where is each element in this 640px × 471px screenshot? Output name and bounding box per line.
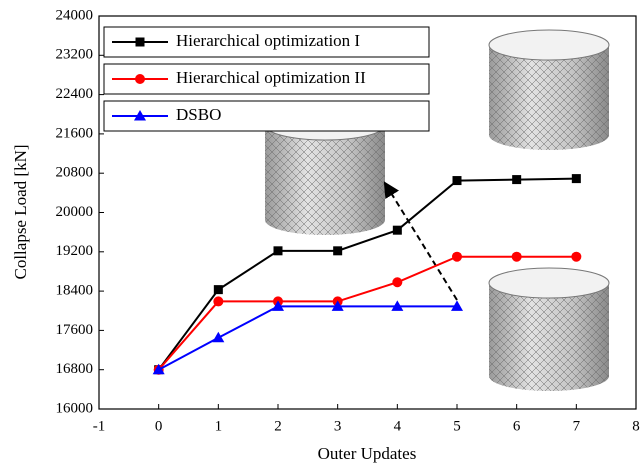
x-tick-label: 0 [155, 418, 163, 434]
marker [393, 226, 402, 235]
y-tick-label: 24000 [56, 7, 94, 23]
marker [571, 252, 581, 262]
marker [392, 277, 402, 287]
marker [212, 332, 224, 343]
marker [453, 176, 462, 185]
marker [452, 252, 462, 262]
x-tick-label: 7 [573, 418, 581, 434]
marker [214, 285, 223, 294]
legend-label: DSBO [176, 105, 221, 124]
marker [333, 246, 342, 255]
legend-marker [136, 38, 145, 47]
y-tick-label: 21600 [56, 125, 94, 141]
chart: Outer Updates Collapse Load [kN] -1 0 1 2 3 4… [0, 0, 640, 471]
x-tick-label: 4 [394, 418, 402, 434]
y-tick-label: 16800 [56, 361, 94, 377]
legend-label: Hierarchical optimization II [176, 68, 366, 87]
marker [274, 246, 283, 255]
y-tick-label: 20000 [56, 204, 94, 220]
cylinder [489, 30, 609, 150]
y-tick-label: 19200 [56, 243, 94, 259]
page: {"chart_data": {"type": "line", "x_label… [0, 0, 640, 471]
y-tick-label: 18400 [56, 283, 94, 299]
x-tick-label: 2 [274, 418, 282, 434]
marker [213, 296, 223, 306]
marker [512, 252, 522, 262]
marker [572, 174, 581, 183]
cylinder [489, 268, 609, 391]
legend-marker [135, 74, 145, 84]
x-tick-label: 5 [453, 418, 461, 434]
y-tick-label: 23200 [56, 47, 94, 63]
y-tick-label: 17600 [56, 322, 94, 338]
x-tick-label: 8 [632, 418, 640, 434]
y-tick-label: 22400 [56, 86, 94, 102]
y-tick-label: 20800 [56, 165, 94, 181]
marker [512, 175, 521, 184]
series-line [159, 306, 457, 369]
x-tick-label: -1 [93, 418, 106, 434]
x-tick-label: 3 [334, 418, 342, 434]
x-tick-label: 6 [513, 418, 521, 434]
y-tick-label: 16000 [56, 400, 94, 416]
y-axis-label: Collapse Load [kN] [11, 144, 30, 279]
x-tick-label: 1 [215, 418, 223, 434]
x-axis-label: Outer Updates [318, 444, 417, 463]
legend-label: Hierarchical optimization I [176, 31, 360, 50]
